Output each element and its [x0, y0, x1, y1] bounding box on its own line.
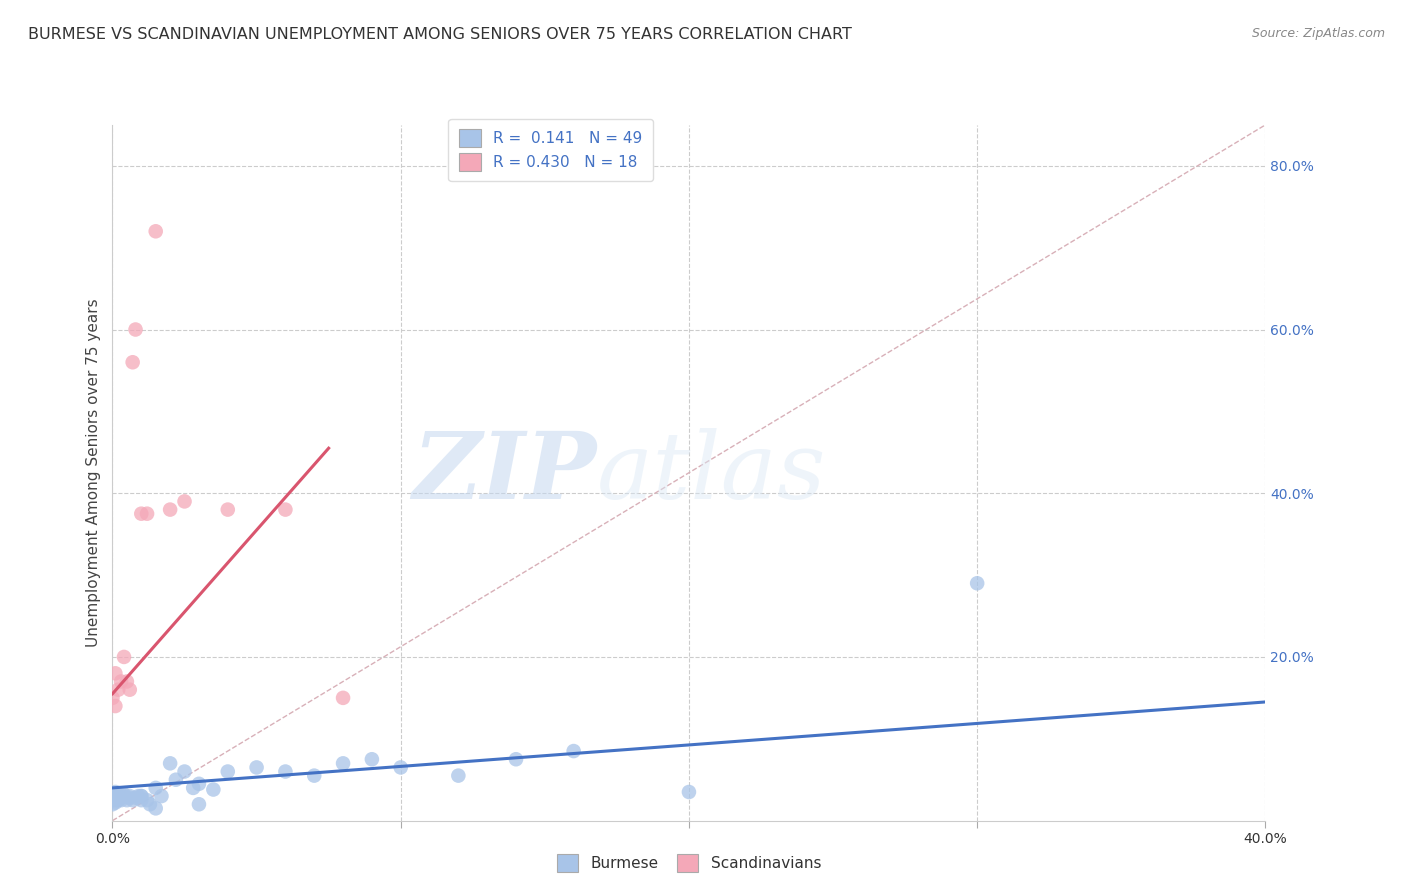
Text: BURMESE VS SCANDINAVIAN UNEMPLOYMENT AMONG SENIORS OVER 75 YEARS CORRELATION CHA: BURMESE VS SCANDINAVIAN UNEMPLOYMENT AMO…	[28, 27, 852, 42]
Point	[110, 674, 132, 689]
Point	[145, 224, 167, 238]
Point	[127, 789, 149, 803]
Point	[121, 793, 143, 807]
Point	[115, 793, 138, 807]
Point	[966, 576, 988, 591]
Point	[145, 780, 167, 795]
Text: atlas: atlas	[596, 428, 827, 517]
Point	[129, 789, 153, 803]
Point	[150, 789, 173, 803]
Point	[104, 789, 127, 803]
Point	[112, 649, 135, 664]
Point	[110, 789, 132, 803]
Point	[107, 682, 129, 697]
Point	[104, 699, 127, 714]
Point	[136, 793, 159, 807]
Point	[124, 790, 146, 805]
Point	[181, 780, 204, 795]
Point	[104, 785, 127, 799]
Point	[678, 785, 700, 799]
Point	[202, 782, 225, 797]
Point	[173, 494, 195, 508]
Point	[332, 756, 354, 771]
Point	[360, 752, 382, 766]
Point	[101, 789, 124, 803]
Point	[562, 744, 585, 758]
Point	[304, 769, 326, 783]
Point	[165, 772, 187, 787]
Point	[104, 790, 127, 805]
Point	[107, 793, 129, 807]
Point	[104, 796, 127, 810]
Point	[112, 789, 135, 803]
Point	[332, 690, 354, 705]
Point	[101, 793, 124, 807]
Point	[121, 355, 143, 369]
Y-axis label: Unemployment Among Seniors over 75 years: Unemployment Among Seniors over 75 years	[86, 299, 101, 647]
Point	[118, 789, 141, 803]
Text: ZIP: ZIP	[412, 428, 596, 517]
Point	[274, 502, 297, 516]
Text: Source: ZipAtlas.com: Source: ZipAtlas.com	[1251, 27, 1385, 40]
Point	[129, 793, 153, 807]
Point	[217, 502, 239, 516]
Point	[124, 322, 146, 336]
Point	[110, 793, 132, 807]
Point	[118, 790, 141, 805]
Point	[505, 752, 527, 766]
Point	[129, 507, 153, 521]
Point	[118, 682, 141, 697]
Point	[274, 764, 297, 779]
Point	[110, 790, 132, 805]
Point	[101, 797, 124, 812]
Point	[112, 788, 135, 802]
Point	[447, 769, 470, 783]
Point	[129, 789, 153, 803]
Point	[145, 801, 167, 815]
Point	[217, 764, 239, 779]
Point	[188, 797, 211, 812]
Point	[159, 502, 181, 516]
Legend: Burmese, Scandinavians: Burmese, Scandinavians	[546, 844, 832, 882]
Point	[107, 790, 129, 805]
Point	[173, 764, 195, 779]
Point	[188, 777, 211, 791]
Point	[245, 760, 267, 774]
Point	[159, 756, 181, 771]
Point	[389, 760, 412, 774]
Point	[136, 507, 159, 521]
Point	[104, 793, 127, 807]
Point	[107, 789, 129, 803]
Point	[101, 690, 124, 705]
Point	[104, 666, 127, 681]
Point	[139, 797, 162, 812]
Point	[115, 674, 138, 689]
